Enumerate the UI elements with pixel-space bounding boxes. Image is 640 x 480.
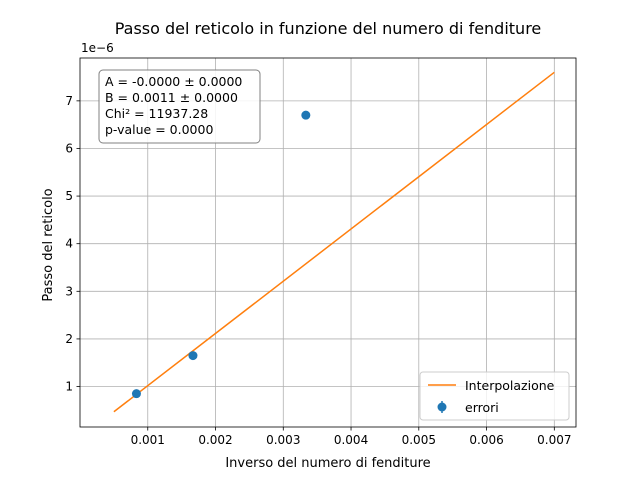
series-layer bbox=[113, 71, 555, 413]
legend: Interpolazione errori bbox=[419, 371, 570, 421]
x-tick-label: 0.007 bbox=[537, 433, 571, 447]
fit-result-line: B = 0.0011 ± 0.0000 bbox=[105, 90, 238, 105]
data-point bbox=[131, 389, 141, 399]
fit-result-line: Chi² = 11937.28 bbox=[105, 106, 208, 121]
data-point bbox=[188, 351, 198, 361]
y-tick-label: 5 bbox=[65, 189, 73, 203]
x-ticks: 0.001 0.002 0.003 0.004 0.005 0.006 0.007 bbox=[131, 427, 571, 447]
x-tick-label: 0.006 bbox=[469, 433, 503, 447]
x-axis-label: Inverso del numero di fenditure bbox=[225, 456, 430, 471]
legend-label: errori bbox=[465, 400, 499, 415]
y-ticks: 1 2 3 4 5 6 7 bbox=[65, 94, 80, 394]
x-tick-label: 0.003 bbox=[266, 433, 300, 447]
x-tick-label: 0.001 bbox=[131, 433, 165, 447]
y-tick-label: 6 bbox=[65, 141, 73, 155]
fit-result-line: A = -0.0000 ± 0.0000 bbox=[105, 74, 242, 89]
grid bbox=[80, 58, 576, 427]
x-tick-label: 0.004 bbox=[334, 433, 368, 447]
y-tick-label: 4 bbox=[65, 237, 73, 251]
y-axis-label: Passo del reticolo bbox=[41, 188, 56, 301]
x-tick-label: 0.005 bbox=[402, 433, 436, 447]
y-tick-label: 3 bbox=[65, 284, 73, 298]
plot-frame bbox=[79, 57, 577, 428]
legend-point-swatch bbox=[437, 402, 447, 412]
data-point bbox=[301, 110, 311, 120]
legend-frame bbox=[419, 371, 570, 421]
fit-results-frame bbox=[98, 69, 261, 144]
y-offset-label: 1e−6 bbox=[81, 41, 114, 55]
chart-title: Passo del reticolo in funzione del numer… bbox=[115, 19, 542, 38]
fit-line bbox=[113, 71, 555, 413]
x-tick-label: 0.002 bbox=[198, 433, 232, 447]
y-tick-label: 2 bbox=[65, 332, 73, 346]
y-tick-label: 7 bbox=[65, 94, 73, 108]
y-tick-label: 1 bbox=[65, 380, 73, 394]
fit-result-line: p-value = 0.0000 bbox=[105, 122, 213, 137]
legend-label: Interpolazione bbox=[465, 378, 555, 393]
